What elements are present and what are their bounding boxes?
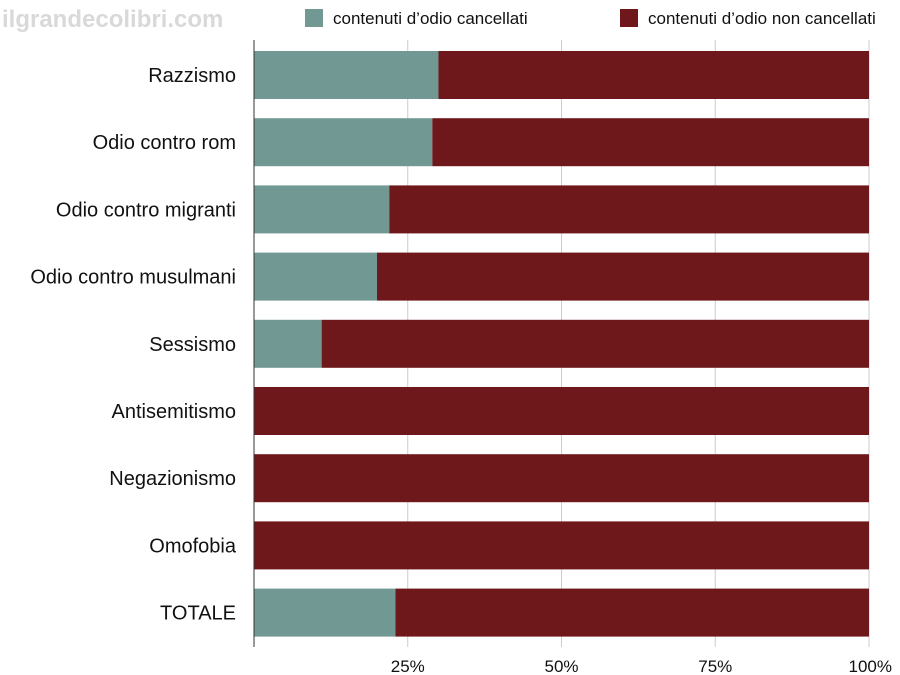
bar-odio-contro-musulmani-deleted xyxy=(254,252,377,301)
category-label-negazionismo: Negazionismo xyxy=(109,468,236,490)
bar-sessismo-deleted xyxy=(254,319,322,368)
x-tick-label-75: 75% xyxy=(698,657,732,675)
bar-totale-deleted xyxy=(254,588,396,637)
legend: contenuti d’odio cancellati contenuti d’… xyxy=(305,9,876,28)
bar-omofobia-not-deleted xyxy=(254,521,869,570)
category-label-sessismo: Sessismo xyxy=(149,334,236,356)
bar-razzismo-not-deleted xyxy=(438,51,869,99)
category-label-antisemitismo: Antisemitismo xyxy=(112,401,236,423)
category-label-razzismo: Razzismo xyxy=(148,65,236,87)
legend-label-deleted: contenuti d’odio cancellati xyxy=(333,9,528,28)
bar-odio-contro-migranti-not-deleted xyxy=(389,185,869,234)
x-tick-label-50: 50% xyxy=(544,657,578,675)
bar-odio-contro-rom-deleted xyxy=(254,118,433,167)
legend-label-not-deleted: contenuti d’odio non cancellati xyxy=(648,9,876,28)
category-label-totale: TOTALE xyxy=(160,603,236,625)
category-label-omofobia: Omofobia xyxy=(149,535,237,557)
x-tick-label-100: 100% xyxy=(849,657,892,675)
x-tick-label-25: 25% xyxy=(391,657,425,675)
bar-odio-contro-rom-not-deleted xyxy=(432,118,869,167)
bar-negazionismo-not-deleted xyxy=(254,454,869,503)
legend-swatch-not-deleted xyxy=(620,9,638,27)
bar-razzismo-deleted xyxy=(254,51,439,99)
bar-sessismo-not-deleted xyxy=(321,319,869,368)
category-labels: Razzismo Odio contro rom Odio contro migra… xyxy=(30,65,237,625)
bar-totale-not-deleted xyxy=(395,588,869,637)
bar-odio-contro-musulmani-not-deleted xyxy=(377,252,869,301)
bar-odio-contro-migranti-deleted xyxy=(254,185,390,234)
bar-antisemitismo-not-deleted xyxy=(254,387,869,435)
category-label-odio-contro-rom: Odio contro rom xyxy=(93,132,236,154)
legend-swatch-deleted xyxy=(305,9,323,27)
bars xyxy=(254,51,869,637)
watermark: ilgrandecolibri.com xyxy=(2,6,223,33)
x-axis-tick-labels: 25% 50% 75% 100% xyxy=(391,657,892,675)
category-label-odio-contro-migranti: Odio contro migranti xyxy=(56,199,236,221)
category-label-odio-contro-musulmani: Odio contro musulmani xyxy=(30,267,236,289)
